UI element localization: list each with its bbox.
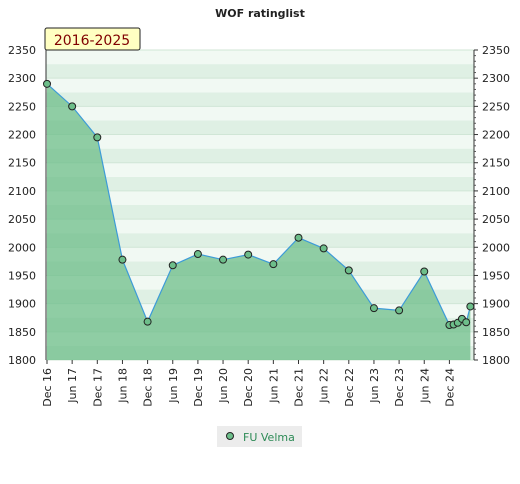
background-band	[46, 78, 474, 93]
y-axis-right: 1800 1850 1900 1950 2000 2050 2100 2150 2200 2250…	[474, 44, 510, 367]
background-band	[46, 120, 474, 135]
background-band	[46, 190, 474, 205]
y-tick-label-right: 2200	[482, 129, 510, 142]
y-tick-label-right: 2250	[482, 100, 510, 113]
x-tick-label: Jun 19	[167, 368, 180, 404]
y-tick-label-right: 1950	[482, 269, 510, 282]
background-band	[46, 64, 474, 79]
data-point	[466, 302, 475, 311]
data-point	[462, 318, 471, 327]
background-band	[46, 134, 474, 149]
y-tick-label-right: 2000	[482, 241, 510, 254]
period-badge-box	[44, 27, 141, 51]
y-tick-label-left: 2150	[8, 157, 36, 170]
x-tick-label: Jun 24	[418, 368, 431, 404]
y-tick-label-left: 1950	[8, 269, 36, 282]
background-band	[46, 233, 474, 248]
y-axis-left: 1800 1850 1900 1950 2000 2050 2100 2150 2200 2250…	[8, 44, 36, 367]
y-tick-label-left: 2250	[8, 100, 36, 113]
background-band	[46, 176, 474, 191]
y-tick-label-right: 2050	[482, 213, 510, 226]
y-tick-label-right: 2150	[482, 157, 510, 170]
background-band	[46, 148, 474, 163]
legend-box	[217, 426, 302, 447]
y-tick-label-left: 2000	[8, 241, 36, 254]
x-tick-label: Dec 21	[293, 368, 306, 407]
y-tick-label-left: 2350	[8, 44, 36, 57]
x-tick-label: Jun 22	[318, 368, 331, 404]
y-tick-label-right: 1850	[482, 326, 510, 339]
data-point	[294, 233, 303, 242]
period-badge-label: 2016-2025	[54, 33, 130, 49]
x-tick-label: Jun 20	[217, 368, 230, 404]
x-tick-label: Dec 22	[343, 368, 356, 407]
data-point	[244, 250, 253, 259]
x-tick-label: Jun 17	[66, 368, 79, 404]
y-tick-label-right: 2300	[482, 72, 510, 85]
background-band	[46, 162, 474, 177]
x-tick-label: Dec 24	[443, 368, 456, 407]
x-tick-label: Dec 23	[393, 368, 406, 407]
data-point	[395, 306, 404, 315]
x-tick-label: Dec 20	[242, 368, 255, 407]
series-area	[47, 83, 471, 360]
x-tick-label: Dec 18	[142, 368, 155, 407]
y-tick-label-left: 2300	[8, 72, 36, 85]
data-point	[143, 317, 152, 326]
chart-title: WOF ratinglist	[215, 7, 305, 20]
y-tick-label-right: 1900	[482, 298, 510, 311]
background-band	[46, 92, 474, 107]
data-points	[43, 79, 475, 330]
y-tick-label-left: 2100	[8, 185, 36, 198]
x-tick-label: Dec 17	[91, 368, 104, 407]
y-tick-label-right: 1800	[482, 354, 510, 367]
axes	[45, 50, 475, 360]
y-tick-label-right: 2100	[482, 185, 510, 198]
legend-marker	[226, 432, 234, 440]
y-tick-label-left: 1800	[8, 354, 36, 367]
y-tick-label-left: 2050	[8, 213, 36, 226]
x-tick-label: Jun 18	[116, 368, 129, 404]
legend-label: FU Velma	[243, 431, 295, 444]
y-tick-label-left: 1900	[8, 298, 36, 311]
data-point	[118, 255, 127, 264]
data-point	[93, 133, 102, 142]
data-point	[319, 244, 328, 253]
y-tick-label-left: 2200	[8, 129, 36, 142]
background-band	[46, 247, 474, 262]
data-point	[43, 79, 51, 88]
data-point	[168, 261, 177, 270]
background-band	[46, 50, 474, 65]
y-tick-label-left: 1850	[8, 326, 36, 339]
y-tick-label-right: 2350	[482, 44, 510, 57]
background-band	[46, 219, 474, 234]
legend[interactable]: FU Velma	[217, 426, 302, 447]
data-point	[193, 250, 202, 259]
data-point	[420, 267, 429, 276]
x-tick-label: Jun 23	[368, 368, 381, 404]
background-band	[46, 106, 474, 121]
data-point	[344, 266, 353, 275]
background-band	[46, 205, 474, 220]
x-tick-label: Jun 21	[267, 368, 280, 404]
x-tick-label: Dec 19	[192, 368, 205, 407]
data-point	[68, 102, 77, 111]
x-axis: Dec 16 Jun 17 Dec 17 Jun 18 Dec 18 Jun 19 Dec …	[41, 360, 456, 407]
data-point	[369, 304, 378, 313]
data-point	[269, 260, 278, 269]
x-tick-label: Dec 16	[41, 368, 54, 407]
data-point	[219, 255, 228, 264]
period-badge: 2016-2025	[44, 27, 141, 51]
